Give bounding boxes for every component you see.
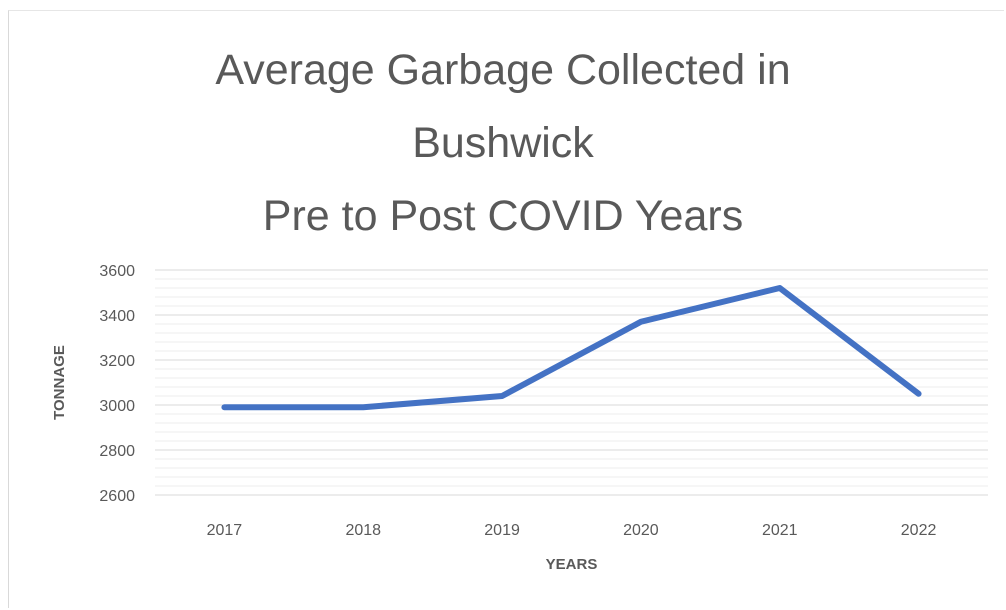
y-axis-title: TONNAGE (51, 345, 68, 420)
y-axis-ticks: 2600 2800 3000 3200 3400 3600 (99, 263, 135, 505)
chart-title: Average Garbage Collected in Bushwick Pr… (0, 34, 1006, 253)
gridlines (155, 269, 988, 496)
chart-frame (8, 10, 1004, 608)
chart-title-line-3: Pre to Post COVID Years (262, 192, 744, 240)
x-tick-label: 2022 (901, 522, 937, 539)
x-tick-label: 2017 (207, 522, 243, 539)
x-tick-label: 2020 (623, 522, 659, 539)
y-tick-label: 3600 (99, 263, 135, 280)
y-tick-label: 3400 (99, 308, 135, 325)
x-tick-label: 2021 (762, 522, 798, 539)
chart-title-line-2: Bushwick (412, 119, 594, 167)
series-layer (221, 285, 922, 411)
chart-title-line-1: Average Garbage Collected in (215, 46, 791, 94)
y-tick-label: 2600 (99, 488, 135, 505)
y-tick-label: 3200 (99, 353, 135, 370)
x-tick-label: 2018 (345, 522, 381, 539)
y-tick-label: 2800 (99, 443, 135, 460)
x-axis-title: YEARS (546, 556, 598, 573)
y-tick-label: 3000 (99, 398, 135, 415)
series-line (221, 285, 922, 411)
x-tick-label: 2019 (484, 522, 520, 539)
x-axis-ticks: 2017 2018 2019 2020 2021 2022 (207, 522, 937, 539)
